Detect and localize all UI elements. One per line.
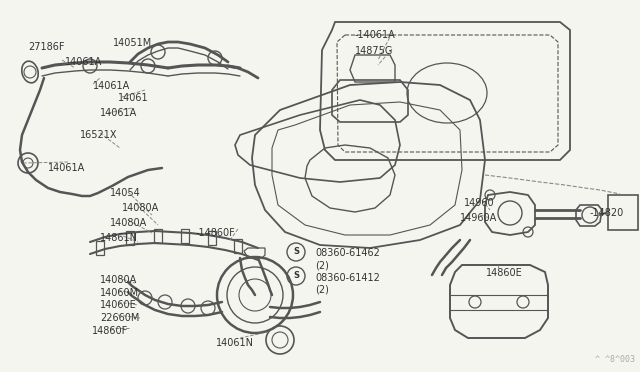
Text: (2): (2) <box>315 260 329 270</box>
Text: -14860F: -14860F <box>196 228 236 238</box>
Text: 22660M: 22660M <box>100 313 140 323</box>
Text: 14061A: 14061A <box>48 163 85 173</box>
Text: 14860E: 14860E <box>486 268 523 278</box>
Text: S: S <box>293 247 299 257</box>
Text: ^ ^8^003: ^ ^8^003 <box>595 355 635 364</box>
Text: S: S <box>293 272 299 280</box>
Text: 14860F: 14860F <box>92 326 128 336</box>
Text: 14061N: 14061N <box>216 338 254 348</box>
Text: 14861N: 14861N <box>100 233 138 243</box>
Text: 16521X: 16521X <box>80 130 118 140</box>
Text: 14960: 14960 <box>464 198 495 208</box>
Text: 14051M: 14051M <box>113 38 152 48</box>
Text: 14960A: 14960A <box>460 213 497 223</box>
Text: 14061A: 14061A <box>65 57 102 67</box>
Text: 08360-61462: 08360-61462 <box>315 248 380 258</box>
Text: 27186F: 27186F <box>28 42 65 52</box>
Text: -14820: -14820 <box>590 208 624 218</box>
Text: 14080A: 14080A <box>110 218 147 228</box>
Text: 14061: 14061 <box>118 93 148 103</box>
Text: -14061A: -14061A <box>355 30 396 40</box>
Text: 08360-61412: 08360-61412 <box>315 273 380 283</box>
Text: 14060M: 14060M <box>100 288 139 298</box>
Text: 14060E: 14060E <box>100 300 137 310</box>
Text: 14061A: 14061A <box>100 108 137 118</box>
Text: 14080A: 14080A <box>100 275 137 285</box>
Text: 14061A: 14061A <box>93 81 131 91</box>
Text: 14054: 14054 <box>110 188 141 198</box>
Text: (2): (2) <box>315 285 329 295</box>
Text: 14875G: 14875G <box>355 46 394 56</box>
Text: 14080A: 14080A <box>122 203 159 213</box>
